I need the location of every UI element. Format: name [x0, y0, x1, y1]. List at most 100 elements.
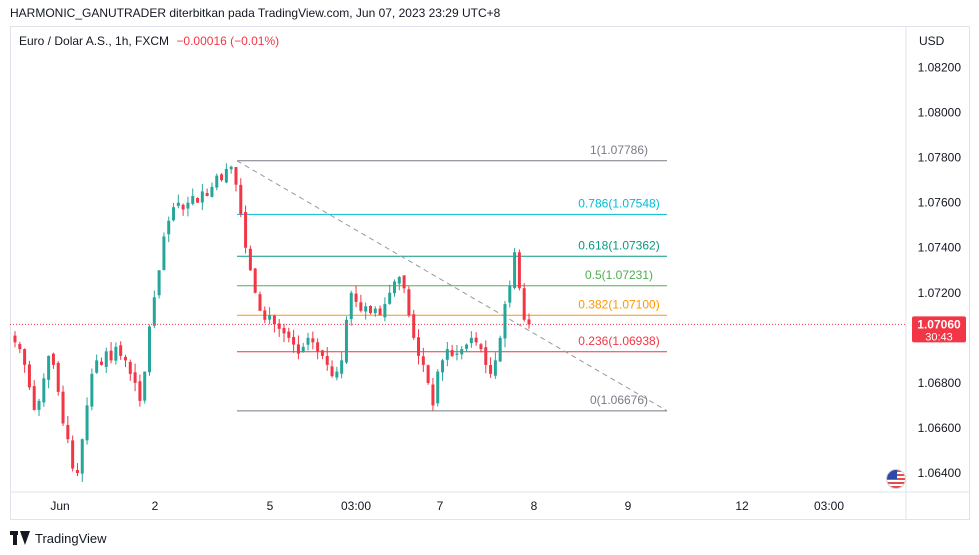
- tradingview-logo-icon: [10, 531, 30, 545]
- candle: [248, 245, 252, 271]
- candle: [455, 344, 459, 361]
- candle: [71, 435, 75, 472]
- candle: [349, 290, 353, 326]
- candle: [417, 329, 421, 365]
- candle: [23, 348, 27, 373]
- candle: [388, 284, 392, 305]
- candle: [527, 313, 531, 329]
- candle: [335, 366, 339, 381]
- candle: [373, 306, 377, 317]
- candle: [56, 361, 60, 396]
- candle: [167, 216, 171, 243]
- candle: [75, 463, 79, 477]
- symbol-legend[interactable]: Euro / Dolar A.S., 1h, FXCM −0.00016 (−0…: [19, 34, 279, 48]
- candle: [224, 163, 228, 184]
- candle: [479, 342, 483, 353]
- candles: [13, 163, 531, 483]
- last-price-countdown: 30:43: [925, 331, 953, 343]
- candle: [469, 331, 473, 348]
- candle: [287, 327, 291, 343]
- fib-level-label: 0.382(1.07100): [578, 297, 659, 311]
- candle: [522, 283, 526, 322]
- candle: [138, 374, 142, 407]
- candle: [354, 285, 358, 308]
- fib-level-label: 1(1.07786): [590, 143, 648, 157]
- fibonacci-retracement[interactable]: 1(1.07786) 0.786(1.07548) 0.618(1.07362) 0.…: [236, 143, 668, 412]
- candle: [320, 349, 324, 360]
- candle: [426, 364, 430, 385]
- price-axis-labels[interactable]: 1.064001.066001.068001.070001.072001.074…: [918, 61, 962, 480]
- price-tick-label: 1.08000: [918, 106, 962, 120]
- candle: [133, 363, 137, 392]
- candle: [114, 342, 118, 365]
- candle: [311, 331, 315, 350]
- candle: [85, 397, 89, 445]
- candle: [119, 341, 123, 360]
- candle: [181, 203, 185, 216]
- candle: [277, 319, 281, 337]
- candle: [421, 347, 425, 373]
- publish-line: HARMONIC_GANUTRADER diterbitkan pada Tra…: [10, 6, 501, 20]
- time-tick-label: 12: [735, 499, 749, 513]
- candle: [205, 188, 209, 197]
- last-price-marker: 1.07060 30:43: [10, 316, 966, 343]
- candle: [282, 323, 286, 343]
- time-tick-label: 8: [531, 499, 538, 513]
- candle: [441, 358, 445, 381]
- candle: [474, 332, 478, 346]
- candle: [359, 294, 363, 313]
- candle: [378, 305, 382, 316]
- us-flag-icon[interactable]: [886, 469, 906, 489]
- price-tick-label: 1.06800: [918, 376, 962, 390]
- candle: [47, 355, 51, 389]
- candle: [368, 305, 372, 315]
- candle: [32, 380, 36, 411]
- candle: [407, 286, 411, 318]
- candle: [392, 279, 396, 297]
- candle: [465, 343, 469, 353]
- candle: [172, 202, 176, 222]
- candle: [272, 314, 276, 333]
- candle: [229, 165, 233, 174]
- time-tick-label: 7: [437, 499, 444, 513]
- candle: [220, 173, 224, 182]
- candle: [37, 398, 41, 416]
- price-tick-label: 1.06600: [918, 421, 962, 435]
- tradingview-footer[interactable]: TradingView: [10, 529, 107, 547]
- candle: [128, 359, 132, 381]
- candle: [292, 329, 296, 353]
- time-axis-labels[interactable]: Jun 2 5 03:00 7 8 9 12 03:00: [50, 499, 844, 513]
- time-tick-label: Jun: [50, 499, 69, 513]
- fib-trend-line[interactable]: [236, 160, 668, 412]
- last-price-badge: [912, 316, 966, 343]
- candle: [296, 335, 300, 360]
- candle: [148, 324, 152, 376]
- candle: [402, 275, 406, 294]
- time-tick-label: 9: [625, 499, 632, 513]
- candle: [517, 249, 521, 291]
- time-tick-label: 03:00: [814, 499, 844, 513]
- candle: [234, 166, 238, 192]
- candle: [383, 297, 387, 322]
- candle: [239, 178, 243, 217]
- candle: [80, 438, 84, 483]
- fib-level-label: 0.236(1.06938): [578, 334, 659, 348]
- candle: [263, 306, 267, 324]
- candle: [186, 196, 190, 217]
- candle: [90, 368, 94, 411]
- brand-name: TradingView: [35, 530, 107, 546]
- fib-level-label: 0.786(1.07548): [578, 196, 659, 210]
- candle: [397, 275, 401, 291]
- candle: [61, 385, 65, 426]
- candle: [66, 416, 70, 444]
- candle: [215, 173, 219, 191]
- candle: [503, 300, 507, 348]
- candle: [123, 354, 127, 368]
- candle: [460, 346, 464, 360]
- currency-label[interactable]: USD: [919, 34, 945, 48]
- candle: [51, 352, 55, 369]
- fib-level-label: 0.5(1.07231): [585, 268, 653, 282]
- candle: [484, 340, 488, 374]
- candle: [18, 341, 22, 354]
